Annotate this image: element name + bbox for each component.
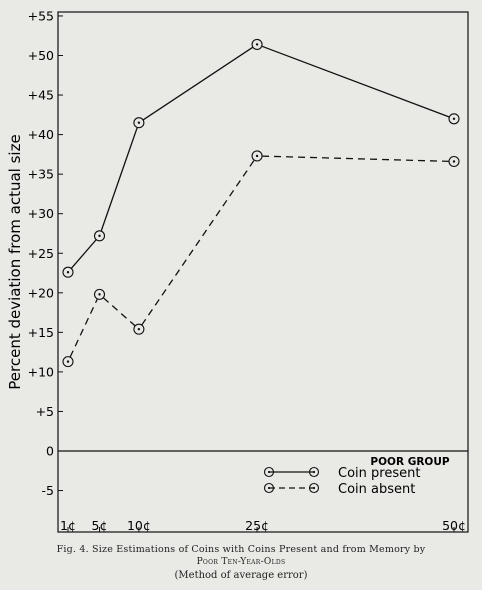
figure-caption-line-2: Poor Ten-Year-Olds xyxy=(196,557,286,567)
series-group xyxy=(62,38,460,368)
legend-marker xyxy=(263,482,275,494)
series-line-segment xyxy=(261,45,450,118)
data-point xyxy=(93,288,106,300)
y-tick-label: 0 xyxy=(46,444,54,459)
legend-item-coin-present: Coin present xyxy=(263,466,420,481)
data-point xyxy=(62,266,74,278)
data-point xyxy=(448,113,460,125)
y-axis-ticks: +55+50+45+40+35+30+25+20+15+10+50-5 xyxy=(28,8,63,498)
x-tick-label: 1¢ xyxy=(60,518,76,533)
plot-frame xyxy=(57,11,469,533)
series-coin-present xyxy=(62,38,460,278)
data-point-center xyxy=(98,293,101,296)
y-tick-label: +55 xyxy=(28,8,54,23)
x-tick-label: 50¢ xyxy=(442,518,466,533)
data-point-center xyxy=(137,327,141,331)
series-line-segment xyxy=(70,239,97,269)
series-line-segment xyxy=(142,46,254,121)
data-point-center xyxy=(137,121,141,124)
data-point xyxy=(133,117,145,129)
y-tick-label: +10 xyxy=(28,364,54,379)
legend-item-coin-absent: Coin absent xyxy=(263,482,415,497)
legend-marker xyxy=(308,482,320,494)
data-point-center xyxy=(255,43,259,46)
series-line-segment xyxy=(102,297,136,327)
line-chart: +55+50+45+40+35+30+25+20+15+10+50-5 1¢ 5¢… xyxy=(6,8,469,533)
x-axis-ticks: 1¢ 5¢ 10¢ 25¢ 50¢ xyxy=(60,518,466,533)
chart-axes xyxy=(57,11,469,533)
y-tick-label: +40 xyxy=(28,127,54,142)
y-tick-label: +25 xyxy=(28,246,54,261)
y-tick-label: +30 xyxy=(28,206,54,221)
legend-label: Coin absent xyxy=(338,482,415,497)
legend-title: POOR GROUP xyxy=(370,456,449,468)
data-point-center xyxy=(98,234,101,238)
series-line-segment xyxy=(100,127,138,232)
data-point-center xyxy=(452,117,456,120)
data-point xyxy=(93,230,106,242)
data-point xyxy=(133,323,145,335)
legend-marker xyxy=(263,466,275,478)
series-coin-absent xyxy=(62,150,460,368)
x-tick-label: 5¢ xyxy=(92,518,108,533)
series-line-segment xyxy=(141,159,255,326)
data-point xyxy=(251,150,263,162)
data-point xyxy=(251,38,263,50)
legend-marker xyxy=(267,470,271,474)
figure-caption-line-1: Fig. 4. Size Estimations of Coins with C… xyxy=(56,544,426,555)
y-tick-label: +35 xyxy=(28,167,54,182)
x-tick-label: 10¢ xyxy=(127,518,151,533)
y-tick-label: +20 xyxy=(28,285,54,300)
legend-marker xyxy=(312,486,316,490)
data-point xyxy=(62,356,74,368)
data-point xyxy=(448,155,460,168)
legend-marker xyxy=(312,470,316,474)
y-tick-label: +15 xyxy=(28,325,54,340)
y-tick-label: +45 xyxy=(28,88,54,103)
series-line-segment xyxy=(262,155,450,163)
y-axis-label: Percent deviation from actual size xyxy=(6,134,24,389)
series-line-segment xyxy=(69,298,98,358)
y-tick-label: +50 xyxy=(28,48,54,63)
data-point-center xyxy=(452,160,456,163)
y-tick-label: -5 xyxy=(42,483,54,498)
figure-caption-line-3: (Method of average error) xyxy=(174,570,308,581)
x-tick-label: 25¢ xyxy=(245,518,269,533)
legend: POOR GROUP Coin present Coin absent xyxy=(263,456,450,497)
data-point-center xyxy=(66,271,70,274)
data-point-center xyxy=(66,360,70,363)
legend-label: Coin present xyxy=(338,466,420,481)
data-point-center xyxy=(255,154,259,158)
legend-marker xyxy=(267,486,271,490)
y-tick-label: +5 xyxy=(36,404,54,419)
legend-marker xyxy=(308,466,320,478)
